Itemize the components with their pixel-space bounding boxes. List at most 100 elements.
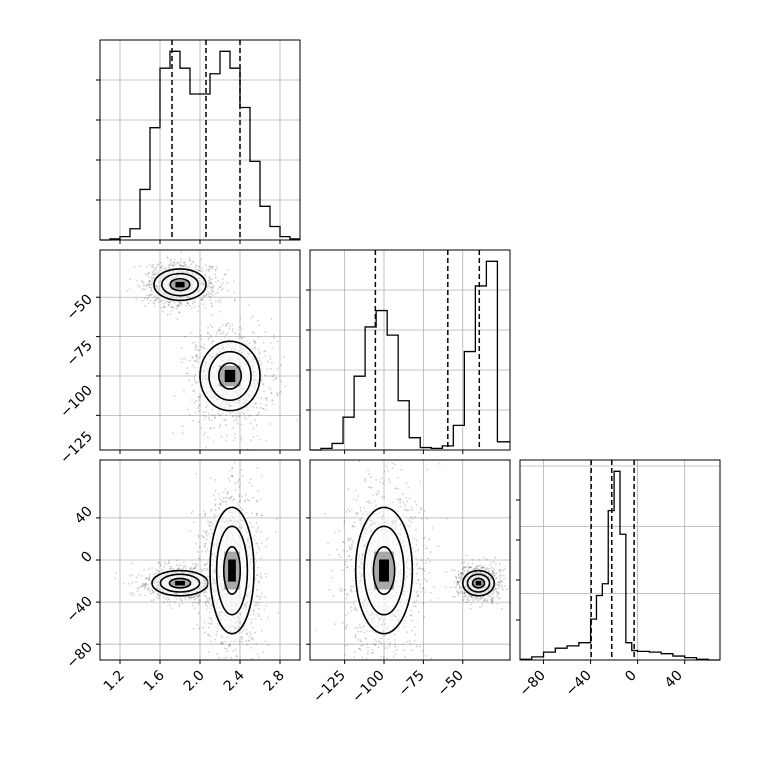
sample-point xyxy=(215,333,218,335)
sample-point xyxy=(232,328,234,330)
sample-point xyxy=(140,585,143,588)
sample-point xyxy=(155,268,157,271)
sample-point xyxy=(276,394,279,397)
sample-point xyxy=(258,581,261,584)
sample-point xyxy=(252,406,255,408)
sample-point xyxy=(171,265,174,267)
sample-point xyxy=(160,261,162,264)
sample-point xyxy=(172,264,175,266)
sample-point xyxy=(256,434,259,437)
sample-point xyxy=(171,432,174,435)
sample-point xyxy=(133,266,136,268)
sample-point xyxy=(207,651,210,654)
sample-point xyxy=(199,558,201,560)
sample-point xyxy=(170,262,172,265)
sample-point xyxy=(204,294,207,297)
sample-point xyxy=(394,643,397,646)
sample-point xyxy=(178,605,181,607)
sample-point xyxy=(397,487,400,490)
sample-point xyxy=(209,298,212,301)
sample-point xyxy=(249,478,252,481)
sample-point xyxy=(205,534,208,537)
sample-point xyxy=(214,660,216,662)
sample-point xyxy=(198,265,201,268)
sample-point xyxy=(187,598,190,601)
sample-point xyxy=(151,591,154,593)
sample-point xyxy=(126,289,129,292)
sample-point xyxy=(205,563,208,566)
sample-point xyxy=(271,347,274,350)
sample-point xyxy=(260,596,263,598)
sample-point xyxy=(207,436,209,439)
sample-point xyxy=(172,306,175,309)
sample-point xyxy=(210,265,213,268)
sample-point xyxy=(264,595,266,598)
sample-point xyxy=(169,600,172,603)
sample-point xyxy=(265,539,268,541)
sample-point xyxy=(152,573,155,576)
sample-point xyxy=(234,489,237,492)
sample-point xyxy=(190,512,193,515)
sample-point xyxy=(149,299,152,302)
sample-point xyxy=(223,647,226,650)
sample-point xyxy=(177,261,180,264)
sample-point xyxy=(241,638,243,641)
sample-point xyxy=(250,618,253,621)
sample-point xyxy=(420,507,422,510)
sample-point xyxy=(202,303,205,306)
histogram-step xyxy=(310,260,510,451)
sample-point xyxy=(163,565,166,568)
sample-point xyxy=(168,559,171,562)
sample-point xyxy=(228,644,231,647)
sample-point xyxy=(244,694,246,696)
sample-point xyxy=(345,626,347,628)
sample-point xyxy=(206,530,209,532)
sample-point xyxy=(204,532,207,535)
sample-point xyxy=(198,403,201,406)
sample-point xyxy=(352,603,355,606)
sample-point xyxy=(222,451,224,453)
sample-point xyxy=(203,343,206,346)
sample-point xyxy=(233,482,236,485)
sample-point xyxy=(232,650,235,653)
sample-point xyxy=(163,601,165,604)
sample-point xyxy=(166,313,169,316)
sample-point xyxy=(151,265,154,268)
sample-point xyxy=(354,626,357,629)
sample-point xyxy=(227,477,230,480)
sample-point xyxy=(362,625,365,628)
sample-point xyxy=(249,414,252,416)
sample-point xyxy=(220,289,223,291)
sample-point xyxy=(160,307,163,309)
sample-point xyxy=(141,281,143,283)
sample-point xyxy=(257,613,260,616)
sample-point xyxy=(238,414,241,417)
sample-point xyxy=(148,294,151,297)
sample-point xyxy=(186,372,189,375)
sample-point xyxy=(231,475,234,478)
sample-point xyxy=(231,467,234,469)
sample-point xyxy=(354,633,357,636)
sample-point xyxy=(344,645,347,647)
sample-point xyxy=(169,258,172,261)
sample-point xyxy=(153,273,156,276)
sample-point xyxy=(184,264,186,267)
sample-point xyxy=(227,289,229,292)
sample-point xyxy=(143,568,146,571)
sample-point xyxy=(192,627,195,630)
sample-point xyxy=(239,484,241,486)
sample-point xyxy=(210,419,213,422)
sample-point xyxy=(221,330,224,333)
sample-point xyxy=(253,332,255,335)
sample-point xyxy=(344,561,347,563)
sample-point xyxy=(236,422,239,425)
scatter-group xyxy=(126,251,298,450)
sample-point xyxy=(211,290,214,293)
sample-point xyxy=(402,643,405,646)
sample-point xyxy=(173,394,176,397)
sample-point xyxy=(233,433,236,435)
sample-point xyxy=(359,639,362,642)
sample-point xyxy=(208,418,211,421)
sample-point xyxy=(211,286,214,289)
sample-point xyxy=(145,284,148,287)
